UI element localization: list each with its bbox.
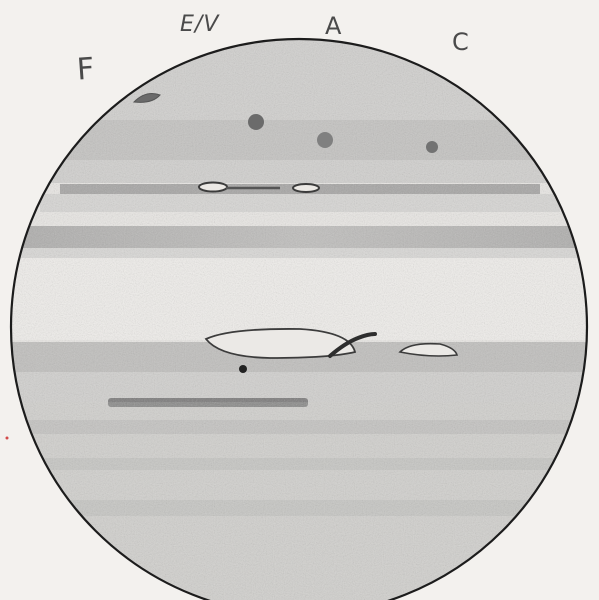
label-ev: E/V xyxy=(180,12,220,37)
label-a: A xyxy=(325,12,343,40)
white-oval-left xyxy=(198,181,228,193)
features xyxy=(132,93,459,373)
spot-a xyxy=(317,132,333,148)
small-oval-f xyxy=(132,93,161,103)
red-dot xyxy=(5,436,9,440)
label-f: F xyxy=(75,51,97,88)
white-oval-right xyxy=(292,183,320,193)
dark-spot-south xyxy=(239,365,247,373)
spot-c xyxy=(426,141,438,153)
spot-e-v xyxy=(248,114,264,130)
large-white-oval xyxy=(204,328,357,359)
label-c: C xyxy=(452,28,470,56)
small-white-oval xyxy=(398,342,459,357)
cloud-bands xyxy=(11,39,587,600)
planet-outline xyxy=(9,37,589,600)
festoon-hook xyxy=(328,332,377,358)
